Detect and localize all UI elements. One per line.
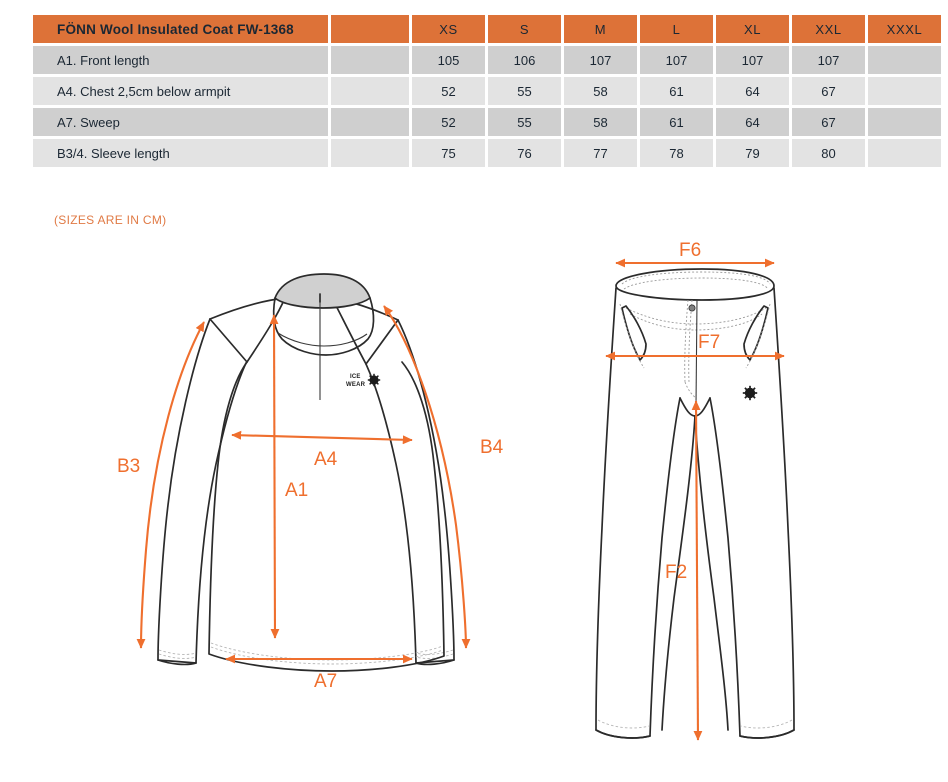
table-row: A1. Front length 105 106 107 107 107 107	[33, 46, 941, 74]
row-label: A4. Chest 2,5cm below armpit	[33, 77, 328, 105]
measure-a1-label: A1	[285, 480, 308, 501]
cell-xs: 75	[412, 139, 485, 167]
cell-xs: 105	[412, 46, 485, 74]
measure-b3-label: B3	[117, 456, 140, 477]
cell-s: 55	[488, 108, 561, 136]
cell-xxl: 67	[792, 77, 865, 105]
cell-l: 61	[640, 108, 713, 136]
cell-l: 61	[640, 77, 713, 105]
cell-xl: 79	[716, 139, 789, 167]
cell-s: 106	[488, 46, 561, 74]
jacket-outline: ICE WEAR	[157, 273, 455, 672]
units-note: (SIZES ARE IN CM)	[54, 213, 167, 227]
size-header-xl: XL	[716, 15, 789, 43]
cell-xxxl	[868, 139, 941, 167]
header-spacer	[331, 15, 409, 43]
snowflake-icon	[742, 385, 758, 401]
jacket-diagram: ICE WEAR	[92, 250, 552, 720]
row-spacer	[331, 139, 409, 167]
table-row: A7. Sweep 52 55 58 61 64 67	[33, 108, 941, 136]
cell-s: 76	[488, 139, 561, 167]
cell-xxl: 107	[792, 46, 865, 74]
measure-f6-label: F6	[679, 240, 701, 261]
size-table-container: FÖNN Wool Insulated Coat FW-1368 XS S M …	[30, 12, 941, 170]
row-spacer	[331, 46, 409, 74]
measure-a4-arrow	[231, 430, 413, 445]
measure-b3-arrow	[136, 321, 205, 649]
cell-xxxl	[868, 108, 941, 136]
size-table: FÖNN Wool Insulated Coat FW-1368 XS S M …	[30, 12, 944, 170]
table-row: B3/4. Sleeve length 75 76 77 78 79 80	[33, 139, 941, 167]
measure-a1-arrow	[269, 314, 280, 639]
cell-m: 58	[564, 77, 637, 105]
row-label: A7. Sweep	[33, 108, 328, 136]
cell-xl: 107	[716, 46, 789, 74]
cell-xxxl	[868, 46, 941, 74]
pants-measurements: F6 F7 F2	[605, 240, 785, 741]
cell-l: 78	[640, 139, 713, 167]
cell-xl: 64	[716, 108, 789, 136]
measure-b4-label: B4	[480, 437, 504, 458]
measure-f2-arrow	[691, 400, 703, 741]
size-header-xxl: XXL	[792, 15, 865, 43]
size-table-body: A1. Front length 105 106 107 107 107 107…	[33, 46, 941, 167]
cell-xxl: 67	[792, 108, 865, 136]
pants-diagram: F6 F7 F2	[578, 238, 828, 782]
size-header-xxxl: XXXL	[868, 15, 941, 43]
cell-xl: 64	[716, 77, 789, 105]
cell-xxxl	[868, 77, 941, 105]
jacket-measurements: B3 B4 A4 A1 A7	[117, 305, 504, 692]
brand-logo: ICE WEAR	[346, 373, 381, 388]
size-header-s: S	[488, 15, 561, 43]
pants-outline	[595, 268, 795, 739]
row-label: A1. Front length	[33, 46, 328, 74]
cell-xxl: 80	[792, 139, 865, 167]
snowflake-icon	[367, 373, 381, 387]
measure-a4-label: A4	[314, 449, 338, 470]
row-spacer	[331, 108, 409, 136]
cell-m: 77	[564, 139, 637, 167]
cell-xs: 52	[412, 108, 485, 136]
brand-line-2: WEAR	[346, 382, 366, 388]
size-header-xs: XS	[412, 15, 485, 43]
measure-f7-label: F7	[698, 332, 720, 353]
cell-l: 107	[640, 46, 713, 74]
measure-b4-arrow	[383, 305, 471, 649]
cell-xs: 52	[412, 77, 485, 105]
measure-a7-label: A7	[314, 671, 337, 692]
measure-f2-label: F2	[665, 562, 687, 583]
row-spacer	[331, 77, 409, 105]
cell-m: 58	[564, 108, 637, 136]
table-row: A4. Chest 2,5cm below armpit 52 55 58 61…	[33, 77, 941, 105]
size-header-m: M	[564, 15, 637, 43]
cell-s: 55	[488, 77, 561, 105]
cell-m: 107	[564, 46, 637, 74]
size-header-l: L	[640, 15, 713, 43]
brand-line-1: ICE	[350, 374, 361, 380]
row-label: B3/4. Sleeve length	[33, 139, 328, 167]
product-title: FÖNN Wool Insulated Coat FW-1368	[33, 15, 328, 43]
header-row: FÖNN Wool Insulated Coat FW-1368 XS S M …	[33, 15, 941, 43]
size-table-header: FÖNN Wool Insulated Coat FW-1368 XS S M …	[33, 15, 941, 43]
